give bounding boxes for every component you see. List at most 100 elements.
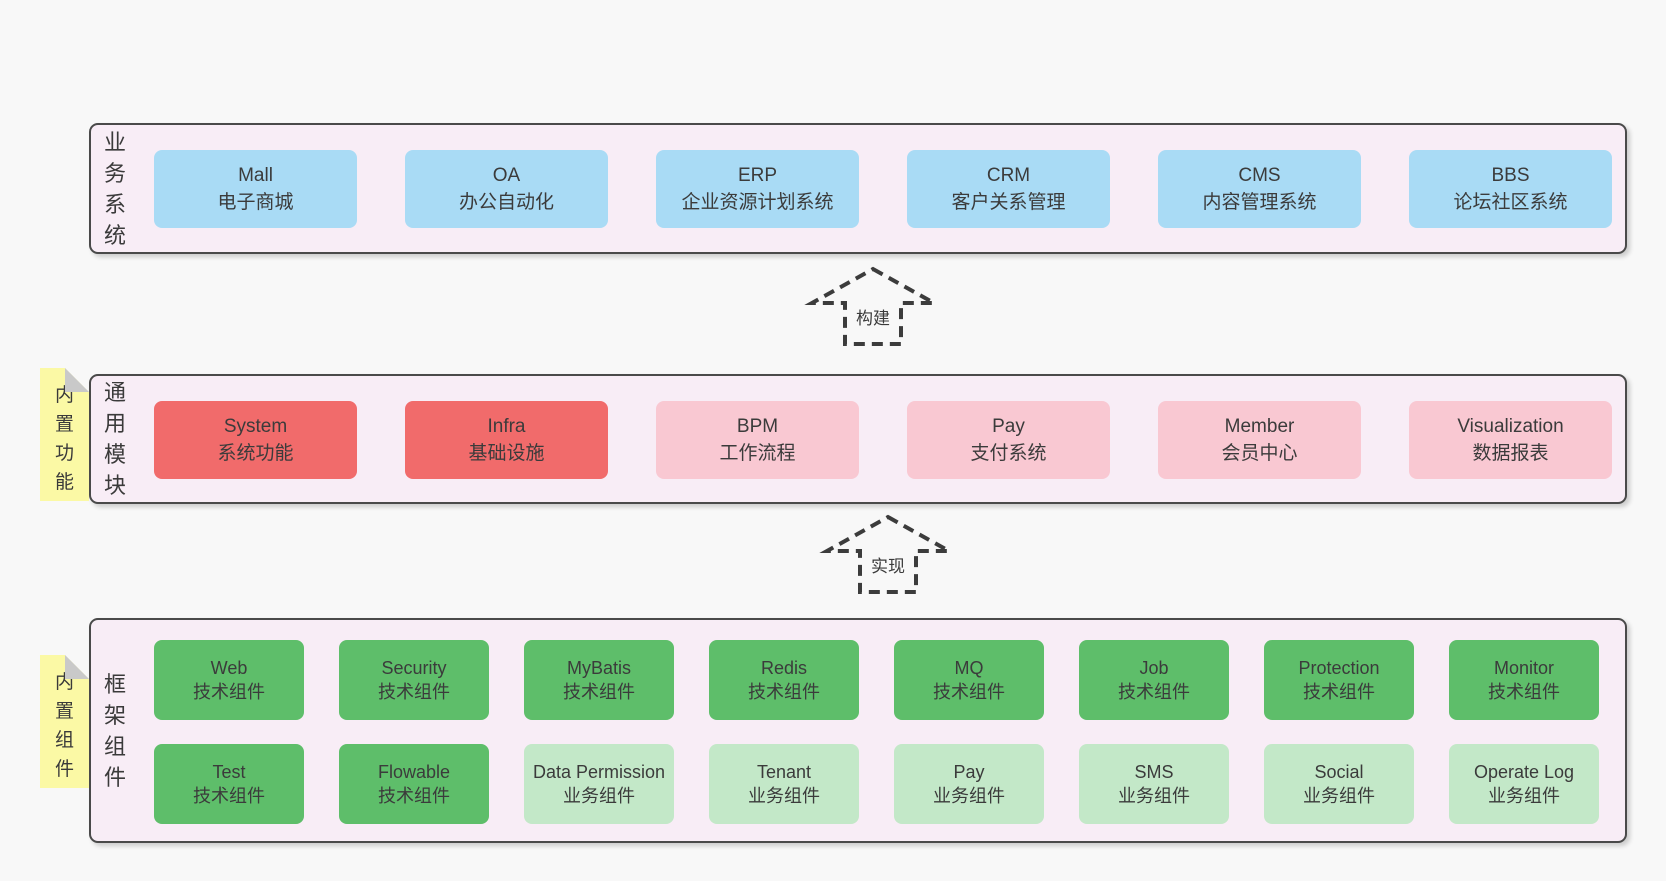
arrow-build-label: 构建 <box>852 302 894 331</box>
box-desc: 内容管理系统 <box>1202 192 1317 213</box>
sticky-built-in-components: 内置组件 <box>40 655 89 788</box>
box-name: CMS <box>1238 165 1281 186</box>
box-member: Member 会员中心 <box>1158 401 1361 479</box>
folded-corner-icon <box>65 368 89 392</box>
common-modules-row: System 系统功能 Infra 基础设施 BPM 工作流程 Pay 支付系统… <box>154 401 1612 479</box>
box-desc: 技术组件 <box>378 786 450 806</box>
arrow-implement: 实现 <box>818 514 958 602</box>
box-name: ERP <box>737 165 778 186</box>
box-sms: SMS 业务组件 <box>1079 744 1229 824</box>
box-desc: 业务组件 <box>1303 786 1375 806</box>
box-name: Monitor <box>1493 658 1555 678</box>
box-job: Job 技术组件 <box>1079 640 1229 720</box>
folded-corner-icon <box>65 655 89 679</box>
box-name: SMS <box>1134 762 1174 782</box>
box-monitor: Monitor 技术组件 <box>1449 640 1599 720</box>
box-tenant: Tenant 业务组件 <box>709 744 859 824</box>
layer-framework-components-label: 框架组件 <box>103 671 126 790</box>
box-pay: Pay 支付系统 <box>907 401 1110 479</box>
box-desc: 客户关系管理 <box>951 192 1066 213</box>
box-desc: 技术组件 <box>378 682 450 702</box>
box-name: BPM <box>736 416 779 437</box>
box-mybatis: MyBatis 技术组件 <box>524 640 674 720</box>
box-desc: 技术组件 <box>1488 682 1560 702</box>
box-name: MQ <box>954 658 984 678</box>
box-bbs: BBS 论坛社区系统 <box>1409 150 1612 228</box>
layer-business-systems: 业务系统 Mall 电子商城 OA 办公自动化 ERP 企业资源计划系统 CRM… <box>89 123 1627 254</box>
box-protection: Protection 技术组件 <box>1264 640 1414 720</box>
box-name: Operate Log <box>1473 762 1575 782</box>
arrow-build: 构建 <box>803 266 943 354</box>
box-desc: 技术组件 <box>193 682 265 702</box>
box-redis: Redis 技术组件 <box>709 640 859 720</box>
box-desc: 业务组件 <box>748 786 820 806</box>
box-desc: 支付系统 <box>970 443 1047 464</box>
box-desc: 技术组件 <box>193 786 265 806</box>
box-mq: MQ 技术组件 <box>894 640 1044 720</box>
box-name: Web <box>210 658 248 678</box>
box-name: Flowable <box>377 762 451 782</box>
box-desc: 会员中心 <box>1221 443 1298 464</box>
box-security: Security 技术组件 <box>339 640 489 720</box>
box-desc: 技术组件 <box>933 682 1005 702</box>
box-desc: 企业资源计划系统 <box>681 192 834 213</box>
box-visualization: Visualization 数据报表 <box>1409 401 1612 479</box>
box-name: CRM <box>986 165 1031 186</box>
box-name: Tenant <box>756 762 812 782</box>
box-desc: 电子商城 <box>217 192 294 213</box>
box-flowable: Flowable 技术组件 <box>339 744 489 824</box>
box-erp: ERP 企业资源计划系统 <box>656 150 859 228</box>
box-desc: 技术组件 <box>1303 682 1375 702</box>
layer-business-systems-label: 业务系统 <box>103 129 126 248</box>
box-name: Infra <box>487 416 526 437</box>
box-name: Member <box>1224 416 1295 437</box>
box-social: Social 业务组件 <box>1264 744 1414 824</box>
box-name: OA <box>492 165 521 186</box>
box-name: Security <box>381 658 447 678</box>
box-data-permission: Data Permission 业务组件 <box>524 744 674 824</box>
box-web: Web 技术组件 <box>154 640 304 720</box>
box-name: Test <box>212 762 246 782</box>
business-systems-row: Mall 电子商城 OA 办公自动化 ERP 企业资源计划系统 CRM 客户关系… <box>154 150 1612 228</box>
box-name: Redis <box>760 658 808 678</box>
box-name: BBS <box>1491 165 1530 186</box>
box-system: System 系统功能 <box>154 401 357 479</box>
box-infra: Infra 基础设施 <box>405 401 608 479</box>
framework-components-row-1: Web 技术组件 Security 技术组件 MyBatis 技术组件 Redi… <box>154 640 1599 720</box>
box-desc: 业务组件 <box>1488 786 1560 806</box>
box-name: Visualization <box>1457 416 1564 437</box>
box-desc: 论坛社区系统 <box>1453 192 1568 213</box>
box-desc: 基础设施 <box>468 443 545 464</box>
box-desc: 技术组件 <box>1118 682 1190 702</box>
box-cms: CMS 内容管理系统 <box>1158 150 1361 228</box>
box-desc: 业务组件 <box>1118 786 1190 806</box>
box-desc: 系统功能 <box>217 443 294 464</box>
box-name: Pay <box>953 762 985 782</box>
framework-components-row-2: Test 技术组件 Flowable 技术组件 Data Permission … <box>154 744 1599 824</box>
layer-framework-components: 框架组件 Web 技术组件 Security 技术组件 MyBatis 技术组件… <box>89 618 1627 843</box>
box-name: Mall <box>238 165 273 186</box>
box-crm: CRM 客户关系管理 <box>907 150 1110 228</box>
box-desc: 数据报表 <box>1472 443 1549 464</box>
box-desc: 技术组件 <box>563 682 635 702</box>
box-name: Social <box>1314 762 1364 782</box>
box-desc: 业务组件 <box>563 786 635 806</box>
layer-common-modules: 通用模块 System 系统功能 Infra 基础设施 BPM 工作流程 Pay… <box>89 374 1627 504</box>
layer-common-modules-label: 通用模块 <box>103 380 126 498</box>
box-desc: 业务组件 <box>933 786 1005 806</box>
arrow-implement-label: 实现 <box>867 550 909 579</box>
box-pay-business: Pay 业务组件 <box>894 744 1044 824</box>
box-name: MyBatis <box>566 658 631 678</box>
box-oa: OA 办公自动化 <box>405 150 608 228</box>
box-desc: 工作流程 <box>719 443 796 464</box>
box-bpm: BPM 工作流程 <box>656 401 859 479</box>
box-mall: Mall 电子商城 <box>154 150 357 228</box>
sticky-built-in-functions-label: 内置功能 <box>54 385 74 493</box>
box-name: System <box>223 416 288 437</box>
box-desc: 技术组件 <box>748 682 820 702</box>
box-name: Pay <box>992 416 1025 437</box>
box-desc: 办公自动化 <box>458 192 554 213</box>
box-test: Test 技术组件 <box>154 744 304 824</box>
sticky-built-in-components-label: 内置组件 <box>54 672 74 780</box>
box-operate-log: Operate Log 业务组件 <box>1449 744 1599 824</box>
